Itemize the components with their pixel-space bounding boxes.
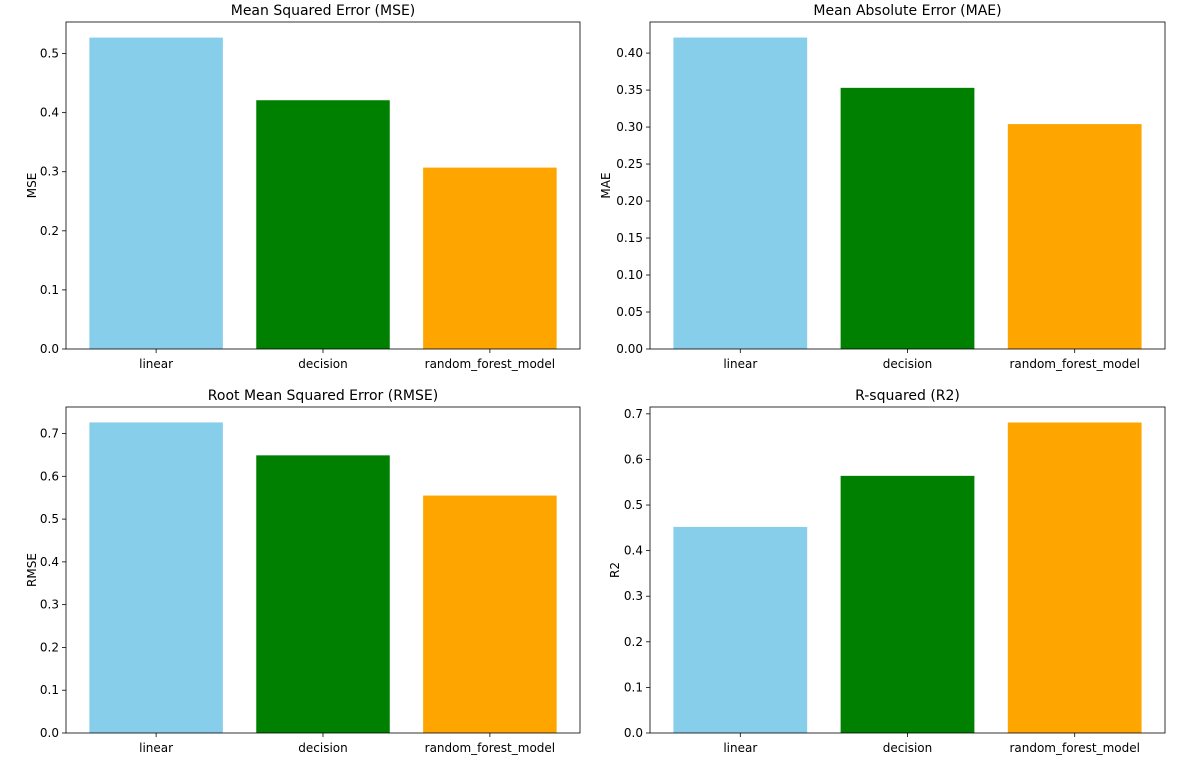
y-tick-label: 0.3 xyxy=(624,589,643,603)
x-tick-label: random_forest_model xyxy=(425,357,555,371)
chart-title: Root Mean Squared Error (RMSE) xyxy=(208,388,438,404)
bar-linear xyxy=(673,526,808,733)
y-axis-label: MSE xyxy=(25,173,39,199)
y-tick-label: 0.40 xyxy=(616,46,643,60)
y-tick-label: 0.2 xyxy=(624,635,643,649)
axes-frame xyxy=(649,406,1166,734)
bar-decision xyxy=(256,455,390,733)
axes-frame xyxy=(65,21,581,350)
bar-decision xyxy=(840,87,975,349)
y-tick-label: 0.5 xyxy=(624,498,643,512)
chart-title: Mean Absolute Error (MAE) xyxy=(813,3,1001,19)
y-axis-label: R2 xyxy=(608,562,622,578)
x-tick-label: random_forest_model xyxy=(425,741,555,755)
y-tick-label: 0.0 xyxy=(624,726,643,740)
x-tick-label: random_forest_model xyxy=(1009,741,1139,755)
x-tick-label: linear xyxy=(139,357,173,371)
axes-frame xyxy=(65,406,581,734)
x-tick-label: random_forest_model xyxy=(1009,357,1139,371)
bar-linear xyxy=(673,37,808,349)
y-tick-label: 0.5 xyxy=(40,47,59,61)
y-tick-label: 0.0 xyxy=(40,726,59,740)
x-tick-label: linear xyxy=(723,741,757,755)
y-axis-label: RMSE xyxy=(25,553,39,587)
y-tick-label: 0.20 xyxy=(616,194,643,208)
x-tick-label: decision xyxy=(298,741,347,755)
y-tick-label: 0.4 xyxy=(624,544,643,558)
bar-random-forest-model xyxy=(1007,124,1142,349)
y-tick-label: 0.15 xyxy=(616,231,643,245)
chart-title: R-squared (R2) xyxy=(855,388,960,404)
chart-panel-r2: linear decision random_forest_model 0.0 0.1 0… xyxy=(608,388,1166,755)
bar-linear xyxy=(89,422,223,733)
y-tick-label: 0.0 xyxy=(40,342,59,356)
bar-random-forest-model xyxy=(423,167,557,349)
bar-random-forest-model xyxy=(1007,422,1142,733)
x-tick-label: linear xyxy=(723,357,757,371)
x-tick-label: linear xyxy=(139,741,173,755)
x-tick-label: decision xyxy=(883,741,932,755)
y-tick-label: 0.6 xyxy=(624,452,643,466)
y-tick-label: 0.1 xyxy=(40,683,59,697)
y-tick-label: 0.35 xyxy=(616,83,643,97)
bar-decision xyxy=(256,100,390,349)
y-tick-label: 0.3 xyxy=(40,165,59,179)
y-tick-label: 0.7 xyxy=(40,427,59,441)
y-tick-label: 0.2 xyxy=(40,224,59,238)
y-tick-label: 0.7 xyxy=(624,407,643,421)
y-tick-label: 0.1 xyxy=(624,680,643,694)
x-tick-label: decision xyxy=(883,357,932,371)
chart-panel-mae: linear decision random_forest_model 0.00 0.0… xyxy=(599,3,1166,371)
y-tick-label: 0.10 xyxy=(616,268,643,282)
y-tick-label: 0.25 xyxy=(616,157,643,171)
y-tick-label: 0.30 xyxy=(616,120,643,134)
y-tick-label: 0.5 xyxy=(40,512,59,526)
y-tick-label: 0.00 xyxy=(616,342,643,356)
y-tick-label: 0.6 xyxy=(40,469,59,483)
x-tick-label: decision xyxy=(298,357,347,371)
chart-panel-rmse: linear decision random_forest_model 0.0 0.1 0… xyxy=(25,388,581,755)
chart-title: Mean Squared Error (MSE) xyxy=(231,3,416,19)
y-tick-label: 0.1 xyxy=(40,283,59,297)
axes-frame xyxy=(649,21,1166,350)
y-tick-label: 0.4 xyxy=(40,555,59,569)
y-tick-label: 0.4 xyxy=(40,106,59,120)
y-tick-label: 0.3 xyxy=(40,598,59,612)
y-tick-label: 0.2 xyxy=(40,640,59,654)
bar-random-forest-model xyxy=(423,495,557,733)
bar-decision xyxy=(840,475,975,733)
chart-panel-mse: linear decision random_forest_model 0.0 0.1 0… xyxy=(25,3,581,371)
y-axis-label: MAE xyxy=(599,172,613,198)
y-tick-label: 0.05 xyxy=(616,305,643,319)
bar-linear xyxy=(89,37,223,349)
